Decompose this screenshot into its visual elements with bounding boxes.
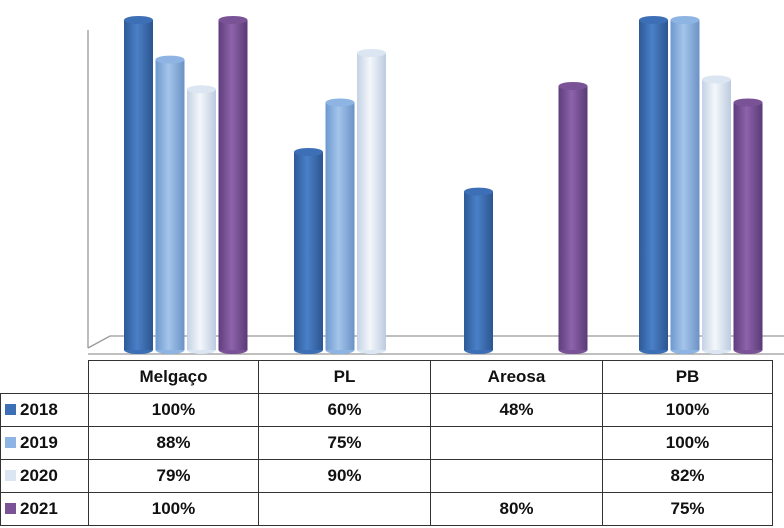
bar-2021-2 — [558, 82, 588, 354]
bar-body — [325, 102, 355, 350]
value-cell: 90% — [258, 459, 431, 493]
bar-body — [357, 53, 386, 350]
value-cell: 79% — [88, 459, 259, 493]
value-cell: 80% — [430, 492, 603, 526]
bar-body — [218, 20, 248, 350]
bar-cap — [702, 75, 731, 84]
bar-body — [124, 20, 153, 350]
bar-body — [639, 20, 668, 350]
bar-body — [670, 20, 700, 350]
bar-2018-0 — [124, 16, 153, 354]
bar-cap — [357, 49, 386, 57]
value-cell: 100% — [602, 393, 773, 427]
value-cell: 100% — [88, 492, 259, 526]
bar-body — [187, 89, 216, 351]
bar-cap — [639, 16, 668, 24]
category-label: Areosa — [430, 360, 603, 394]
bar-cap — [218, 16, 248, 24]
bar-cap — [558, 82, 588, 90]
bar-body — [733, 102, 763, 350]
bar-body — [155, 59, 185, 350]
legend-entry: 2021 — [0, 492, 89, 526]
bar-2019-3 — [670, 16, 700, 354]
bar-body — [558, 86, 588, 350]
bar-2018-3 — [639, 16, 668, 354]
legend-swatch — [5, 404, 16, 416]
value-cell — [430, 426, 603, 460]
series-name: 2020 — [20, 466, 58, 485]
table-row: 2018 100% 60% 48% 100% — [0, 393, 773, 427]
legend-entry: 2020 — [0, 459, 89, 493]
table-corner — [1, 361, 89, 394]
bar-2020-0 — [187, 85, 216, 354]
legend-swatch — [5, 470, 16, 482]
bar-body — [464, 191, 493, 350]
bars-layer — [124, 16, 763, 354]
series-name: 2019 — [20, 433, 58, 452]
bar-cap — [294, 148, 323, 156]
value-cell — [258, 492, 431, 526]
legend-swatch — [5, 437, 16, 449]
bar-cap — [733, 98, 763, 107]
value-cell: 75% — [602, 492, 773, 526]
category-label: Melgaço — [88, 360, 259, 394]
bar-chart — [87, 16, 784, 355]
series-name: 2018 — [20, 400, 58, 419]
table-row: 2020 79% 90% 82% — [0, 459, 773, 493]
bar-2021-0 — [218, 16, 248, 354]
value-cell: 100% — [88, 393, 259, 427]
category-label: PB — [602, 360, 773, 394]
data-table: Melgaço PL Areosa PB 2018 100% 60% 48% 100% 2… — [0, 360, 773, 526]
value-cell: 48% — [430, 393, 603, 427]
bar-2020-1 — [357, 49, 386, 354]
legend-swatch — [5, 503, 16, 515]
bar-cap — [325, 98, 355, 107]
bar-cap — [464, 187, 493, 196]
bar-2018-2 — [464, 187, 493, 354]
bar-2020-3 — [702, 75, 731, 354]
table-row: 2021 100% 80% 75% — [0, 492, 773, 526]
value-cell — [430, 459, 603, 493]
bar-2021-3 — [733, 98, 763, 354]
legend-entry: 2019 — [0, 426, 89, 460]
series-name: 2021 — [20, 499, 58, 518]
bar-cap — [187, 85, 216, 94]
bar-2019-0 — [155, 55, 185, 354]
bar-cap — [155, 55, 185, 64]
bar-cap — [124, 16, 153, 24]
bar-cap — [670, 16, 700, 24]
table-header-row: Melgaço PL Areosa PB — [1, 360, 773, 394]
value-cell: 75% — [258, 426, 431, 460]
bar-2018-1 — [294, 148, 323, 354]
value-cell: 88% — [88, 426, 259, 460]
table-row: 2019 88% 75% 100% — [0, 426, 773, 460]
value-cell: 100% — [602, 426, 773, 460]
bar-2019-1 — [325, 98, 355, 354]
value-cell: 82% — [602, 459, 773, 493]
bar-body — [702, 79, 731, 351]
legend-entry: 2018 — [0, 393, 89, 427]
value-cell: 60% — [258, 393, 431, 427]
bar-body — [294, 152, 323, 350]
category-label: PL — [258, 360, 431, 394]
